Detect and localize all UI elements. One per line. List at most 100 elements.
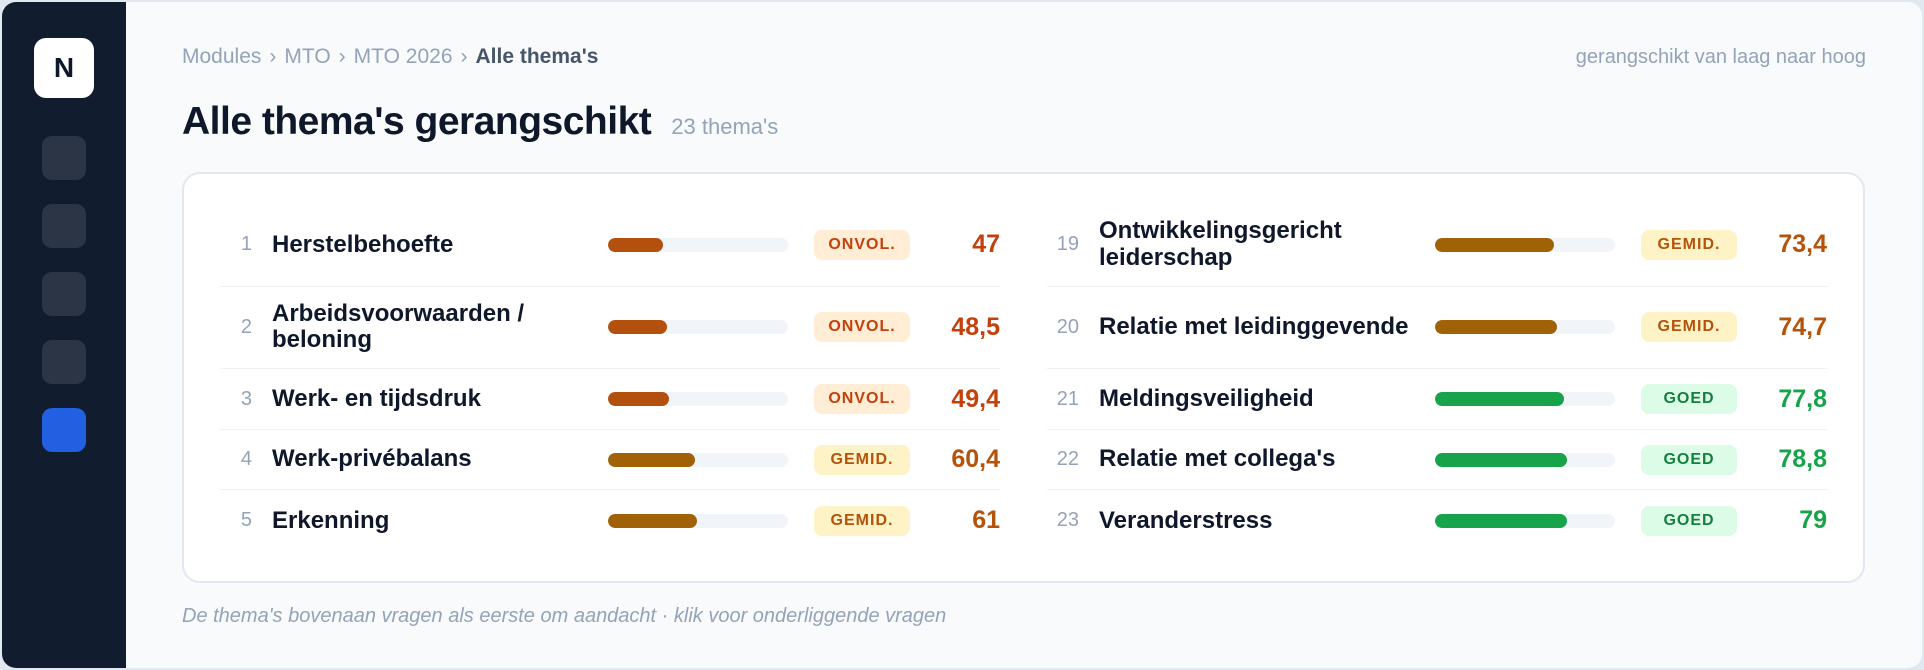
score-bar-container [602,320,794,335]
theme-row[interactable]: 3 Werk- en tijdsdruk ONVOL. 49,4 [220,369,1000,430]
level-badge: GEMID. [814,444,910,475]
score-bar-container [1429,452,1621,467]
score-bar-fill [608,513,697,528]
theme-name: Veranderstress [1099,506,1273,534]
score-bar-fill [608,237,664,252]
breadcrumb-link[interactable]: MTO 2026 [353,45,453,68]
theme-count: 23 thema's [671,114,779,139]
score-bar-container [1429,237,1621,252]
theme-name: Relatie met leidinggevende [1099,313,1409,341]
score-bar-fill [1435,237,1554,252]
footnote: De thema's bovenaan vragen als eerste om… [182,605,947,627]
level-badge: ONVOL. [814,384,910,415]
score-bar-container [602,513,794,528]
breadcrumb-separator: › [269,45,277,68]
theme-name: Herstelbehoefte [272,230,454,258]
theme-name: Werk- en tijdsdruk [272,384,481,412]
score-bar-container [1429,392,1621,407]
theme-rank: 23 [1056,509,1079,532]
score-bar-track [608,320,788,335]
breadcrumb-separator: › [338,45,346,68]
breadcrumb: Modules › MTO › MTO 2026 › Alle thema's [182,45,598,69]
theme-score: 77,8 [1778,384,1827,413]
score-bar-track [608,237,788,252]
theme-score: 49,4 [951,384,1000,413]
level-badge: GOED [1641,384,1737,415]
main-content: Modules › MTO › MTO 2026 › Alle thema's gerang… [126,2,1922,668]
theme-rank: 21 [1056,387,1079,410]
page-title: Alle thema's gerangschikt [182,100,652,143]
score-bar-track [608,513,788,528]
theme-row[interactable]: 19 Ontwikkelingsgericht leiderschap GEMID.… [1047,204,1827,287]
level-badge: GEMID. [814,505,910,536]
sidebar-nav [42,136,86,476]
score-bar-fill [608,452,696,467]
theme-score: 79 [1799,506,1827,535]
theme-name: Ontwikkelingsgericht leiderschap [1099,217,1342,271]
theme-name: Erkenning [272,506,390,534]
nav-item-4-button[interactable] [42,340,86,384]
level-badge: GOED [1641,505,1737,536]
theme-score: 74,7 [1778,312,1827,341]
theme-row[interactable]: 5 Erkenning GEMID. 61 [220,490,1000,551]
score-bar-track [608,452,788,467]
nav-item-3-button[interactable] [42,272,86,316]
theme-score: 61 [972,506,1000,535]
breadcrumb-link[interactable]: MTO [284,45,331,68]
theme-row[interactable]: 20 Relatie met leidinggevende GEMID. 74,7 [1047,287,1827,370]
score-bar-container [602,452,794,467]
theme-row[interactable]: 4 Werk-privébalans GEMID. 60,4 [220,430,1000,491]
theme-score: 48,5 [951,312,1000,341]
theme-rank: 3 [240,387,252,410]
score-bar-container [1429,513,1621,528]
score-bar-fill [1435,320,1557,335]
title-row: Alle thema's gerangschikt 23 thema's [182,100,1866,150]
breadcrumb-current: Alle thema's [475,45,599,68]
nav-item-2-button[interactable] [42,204,86,248]
theme-score: 78,8 [1778,445,1827,474]
nav-item-5-button[interactable] [42,408,86,452]
theme-rank: 4 [240,448,252,471]
nav-item-1-button[interactable] [42,136,86,180]
score-bar-track [1435,513,1615,528]
theme-rank: 19 [1056,233,1079,256]
topbar: Modules › MTO › MTO 2026 › Alle thema's gerang… [182,42,1866,72]
score-bar-fill [608,392,669,407]
theme-row[interactable]: 21 Meldingsveiligheid GOED 77,8 [1047,369,1827,430]
score-bar-container [602,392,794,407]
breadcrumb-link[interactable]: Modules [182,45,262,68]
score-bar-container [1429,320,1621,335]
score-bar-container [602,237,794,252]
theme-row[interactable]: 23 Veranderstress GOED 79 [1047,490,1827,551]
theme-name: Werk-privébalans [272,445,472,473]
theme-row[interactable]: 1 Herstelbehoefte ONVOL. 47 [220,204,1000,287]
theme-score: 73,4 [1778,230,1827,259]
theme-rank: 22 [1056,448,1079,471]
theme-row[interactable]: 2 Arbeidsvoorwaarden / beloning ONVOL. 48,5 [220,287,1000,370]
ranking-column-highest: 19 Ontwikkelingsgericht leiderschap GEMID.… [1047,204,1827,551]
ranking-card: 1 Herstelbehoefte ONVOL. 47 2 Arbeidsvoorwaar… [182,172,1865,583]
ranking-column-lowest: 1 Herstelbehoefte ONVOL. 47 2 Arbeidsvoorwaar… [220,204,1000,551]
score-bar-fill [1435,513,1567,528]
score-bar-fill [1435,392,1565,407]
level-badge: ONVOL. [814,312,910,343]
theme-name: Relatie met collega's [1099,445,1336,473]
theme-rank: 20 [1056,315,1079,338]
theme-rank: 5 [240,509,252,532]
level-badge: GEMID. [1641,312,1737,343]
logo[interactable]: N [34,38,94,98]
theme-name: Meldingsveiligheid [1099,384,1314,412]
score-bar-fill [1435,452,1567,467]
score-bar-track [608,392,788,407]
theme-name: Arbeidsvoorwaarden / beloning [272,300,525,354]
theme-rank: 2 [240,315,252,338]
theme-rank: 1 [240,233,252,256]
score-bar-track [1435,320,1615,335]
level-badge: ONVOL. [814,229,910,260]
score-bar-fill [608,320,667,335]
score-bar-track [1435,237,1615,252]
level-badge: GOED [1641,444,1737,475]
score-bar-track [1435,392,1615,407]
theme-row[interactable]: 22 Relatie met collega's GOED 78,8 [1047,430,1827,491]
sidebar: N [2,2,126,668]
